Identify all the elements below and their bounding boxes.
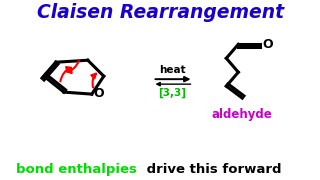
- Text: Claisen Rearrangement: Claisen Rearrangement: [37, 3, 284, 22]
- Text: [3,3]: [3,3]: [158, 88, 187, 98]
- Text: bond enthalpies: bond enthalpies: [16, 163, 137, 176]
- Text: O: O: [94, 87, 104, 100]
- Text: O: O: [262, 38, 273, 51]
- Text: drive this forward: drive this forward: [142, 163, 281, 176]
- Text: aldehyde: aldehyde: [212, 107, 273, 121]
- Text: heat: heat: [159, 65, 186, 75]
